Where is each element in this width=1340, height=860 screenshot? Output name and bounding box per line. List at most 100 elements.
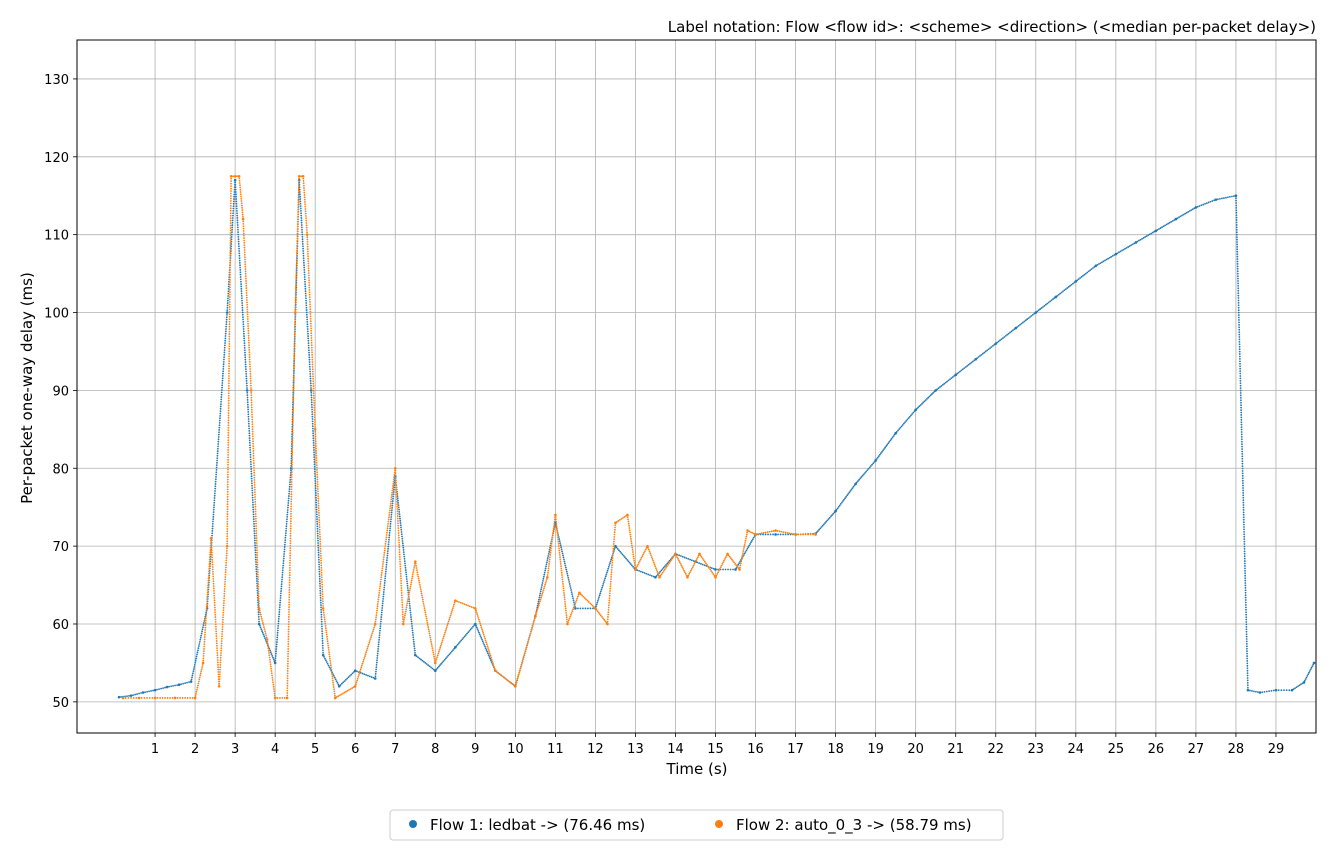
data-point <box>410 622 413 625</box>
data-point <box>383 584 386 587</box>
data-point <box>269 661 272 663</box>
data-point <box>315 508 318 511</box>
data-point <box>561 574 563 576</box>
data-point <box>891 436 894 439</box>
data-point <box>224 583 226 586</box>
data-point <box>607 606 610 609</box>
data-point <box>539 592 542 595</box>
data-point <box>321 593 324 595</box>
data-point <box>291 454 294 456</box>
data-point <box>414 562 417 565</box>
data-point <box>333 696 337 700</box>
data-point <box>244 263 247 266</box>
data-point <box>452 649 454 651</box>
data-point <box>455 645 458 647</box>
data-point <box>229 273 231 276</box>
data-point <box>398 546 401 549</box>
data-point <box>1239 360 1241 363</box>
data-point <box>318 526 321 529</box>
data-point <box>214 613 217 616</box>
data-point <box>321 644 324 647</box>
data-point <box>313 397 315 399</box>
data-point <box>377 600 380 603</box>
data-point <box>228 308 231 311</box>
data-point <box>359 668 362 671</box>
data-point <box>378 636 381 639</box>
data-point <box>407 596 410 598</box>
data-point <box>1243 562 1246 565</box>
data-point <box>1239 372 1242 375</box>
data-point <box>226 476 229 478</box>
data-point <box>1043 304 1046 307</box>
data-point <box>314 475 316 478</box>
data-point <box>287 497 290 500</box>
data-point <box>1057 293 1060 296</box>
data-point <box>549 551 552 554</box>
data-point <box>1066 287 1069 289</box>
data-point <box>679 563 682 565</box>
data-point <box>316 485 319 488</box>
data-point <box>293 336 296 338</box>
data-point <box>409 583 412 586</box>
data-point <box>213 504 215 506</box>
data-point <box>214 620 217 623</box>
data-point <box>310 337 313 339</box>
data-point <box>517 675 520 678</box>
data-point <box>294 287 297 290</box>
data-point <box>382 595 385 598</box>
data-point <box>776 530 779 532</box>
data-point <box>315 511 318 513</box>
data-point <box>342 681 345 684</box>
data-point <box>728 555 731 558</box>
data-point <box>294 309 297 312</box>
data-point <box>374 618 377 621</box>
data-point <box>307 257 310 260</box>
data-point <box>311 370 314 373</box>
data-point <box>292 397 295 400</box>
data-point <box>221 623 224 626</box>
data-point <box>223 358 225 361</box>
data-point <box>320 571 323 574</box>
data-point <box>587 601 590 603</box>
data-point <box>265 638 269 641</box>
data-point <box>404 562 406 565</box>
data-point <box>589 602 591 605</box>
data-point <box>228 365 230 368</box>
data-point <box>320 574 323 576</box>
data-point <box>213 594 216 597</box>
data-point <box>353 669 357 673</box>
data-point <box>348 674 351 677</box>
data-point <box>467 604 469 607</box>
data-point <box>417 577 420 580</box>
data-point <box>381 609 383 612</box>
data-point <box>246 391 249 394</box>
data-point <box>1168 221 1171 224</box>
data-point <box>239 186 242 189</box>
data-point <box>547 567 550 570</box>
data-point <box>750 541 752 544</box>
data-point <box>247 418 250 420</box>
data-point <box>246 306 249 309</box>
data-point <box>256 556 259 559</box>
data-point <box>240 292 243 295</box>
data-point <box>223 349 226 352</box>
data-point <box>386 529 389 532</box>
data-point <box>249 375 252 378</box>
data-point <box>307 272 310 275</box>
data-point <box>1241 465 1244 467</box>
data-point <box>251 482 253 485</box>
data-point <box>472 625 474 628</box>
data-point <box>568 581 571 583</box>
data-point <box>313 404 316 407</box>
data-point <box>257 588 260 590</box>
data-point <box>277 617 280 620</box>
data-point <box>229 246 232 249</box>
data-point <box>134 693 136 696</box>
data-point <box>645 572 648 575</box>
data-point <box>470 606 473 608</box>
data-point <box>240 285 243 288</box>
data-point <box>950 377 953 380</box>
data-point <box>227 419 230 422</box>
data-point <box>1114 252 1118 256</box>
data-point <box>259 611 262 614</box>
